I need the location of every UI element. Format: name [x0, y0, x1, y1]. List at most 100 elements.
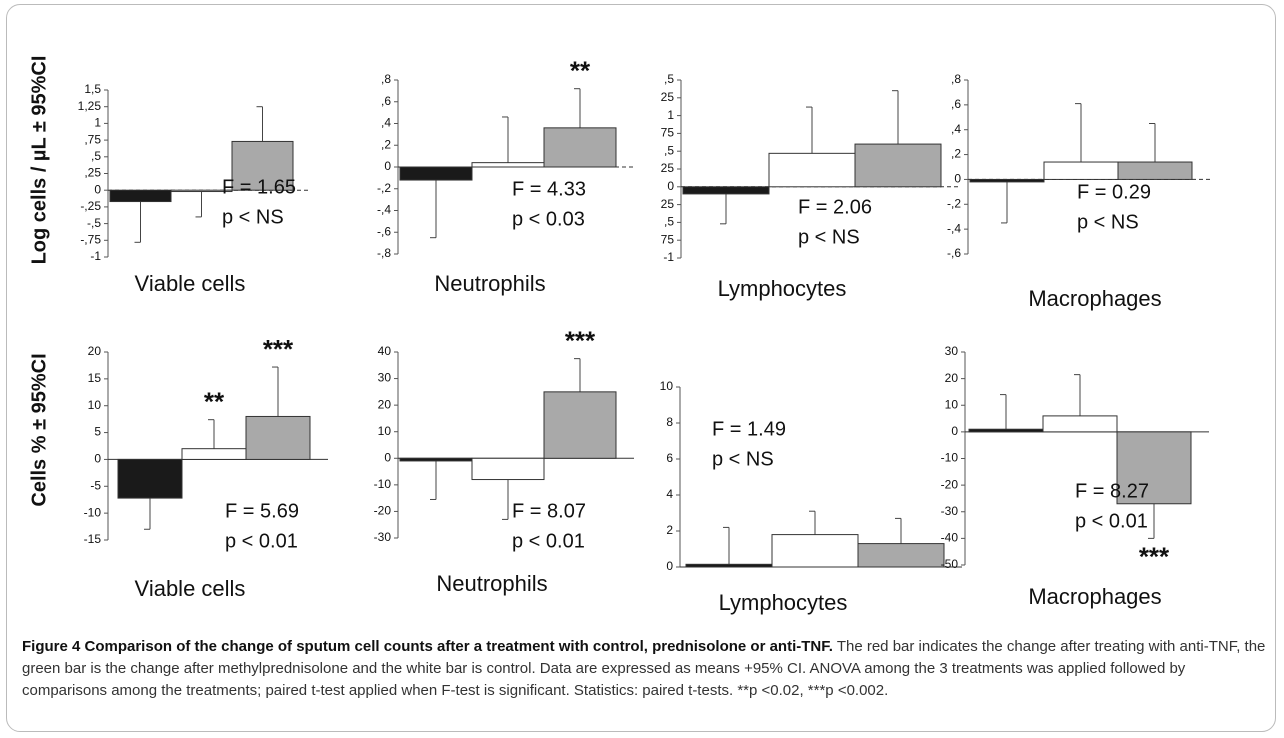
- annotation: p < NS: [712, 448, 774, 470]
- y-tick-label: 20: [378, 397, 392, 411]
- bar: [543, 127, 617, 168]
- bar: [1117, 161, 1193, 180]
- y-tick-label: -,4: [947, 221, 961, 235]
- caption-title: Figure 4 Comparison of the change of spu…: [22, 638, 833, 655]
- y-label: Cells % ± 95%CI: [28, 353, 50, 506]
- significance-stars: **: [204, 387, 225, 417]
- annotation: p < NS: [222, 206, 284, 228]
- annotation: p < 0.01: [225, 530, 298, 552]
- x-label: Macrophages: [1028, 286, 1161, 311]
- y-tick-label: 75: [661, 232, 675, 246]
- y-tick-label: -20: [941, 477, 959, 491]
- annotation: p < NS: [798, 226, 860, 248]
- bar: [543, 391, 617, 459]
- caption-text: The red bar indicates the change after t…: [22, 638, 1266, 699]
- annotation: F = 4.33: [512, 178, 586, 200]
- y-tick-label: ,6: [951, 97, 961, 111]
- y-tick-label: 25: [661, 197, 675, 211]
- y-tick-label: 0: [384, 159, 391, 173]
- y-tick-label: -,2: [377, 181, 391, 195]
- y-tick-label: 5: [94, 425, 101, 439]
- annotation: F = 8.27: [1075, 480, 1149, 502]
- y-tick-label: 1,25: [78, 99, 102, 113]
- y-tick-label: -,8: [377, 246, 391, 260]
- y-tick-label: ,4: [951, 122, 961, 136]
- annotation: F = 5.69: [225, 500, 299, 522]
- y-tick-label: 1: [94, 116, 101, 130]
- significance-stars: ***: [565, 326, 596, 356]
- bar: [181, 448, 247, 460]
- y-tick-label: -40: [941, 531, 959, 545]
- bar: [969, 178, 1045, 183]
- annotation: F = 2.06: [798, 196, 872, 218]
- y-tick-label: 15: [88, 371, 102, 385]
- y-tick-label: 0: [94, 452, 101, 466]
- bar: [682, 186, 770, 195]
- y-tick-label: -,6: [377, 224, 391, 238]
- annotation: F = 1.65: [222, 176, 296, 198]
- y-tick-label: 75: [661, 126, 675, 140]
- bar: [471, 457, 545, 481]
- y-tick-label: -,6: [947, 246, 961, 260]
- x-label: Viable cells: [135, 271, 246, 296]
- y-tick-label: -10: [941, 451, 959, 465]
- annotation: p < 0.03: [512, 208, 585, 230]
- y-tick-label: 1: [667, 108, 674, 122]
- y-tick-label: 6: [666, 451, 673, 465]
- bar: [857, 543, 945, 568]
- bar: [768, 152, 856, 188]
- y-tick-label: ,8: [381, 72, 391, 86]
- y-tick-label: 30: [945, 344, 959, 358]
- bar: [968, 428, 1044, 433]
- bar: [854, 143, 942, 188]
- y-tick-label: ,75: [84, 132, 101, 146]
- y-tick-label: -,4: [377, 203, 391, 217]
- y-tick-label: -5: [90, 478, 101, 492]
- y-tick-label: -30: [374, 530, 392, 544]
- annotation: F = 8.07: [512, 500, 586, 522]
- y-tick-label: ,6: [381, 94, 391, 108]
- y-tick-label: 30: [378, 371, 392, 385]
- significance-stars: ***: [1139, 541, 1170, 571]
- annotation: p < 0.01: [1075, 510, 1148, 532]
- significance-stars: **: [570, 56, 591, 86]
- y-tick-label: -,25: [80, 199, 101, 213]
- y-tick-label: 10: [945, 397, 959, 411]
- y-tick-label: 0: [954, 172, 961, 186]
- bar: [685, 563, 773, 568]
- bar: [399, 166, 473, 181]
- y-tick-label: -,2: [947, 196, 961, 210]
- y-tick-label: -15: [84, 532, 102, 546]
- y-tick-label: ,5: [664, 215, 674, 229]
- bar: [170, 189, 233, 193]
- y-tick-label: 1,5: [84, 82, 101, 96]
- bar: [399, 457, 473, 462]
- y-tick-label: -,75: [80, 232, 101, 246]
- bar: [1116, 431, 1192, 505]
- y-tick-label: ,8: [951, 72, 961, 86]
- x-label: Neutrophils: [436, 571, 547, 596]
- x-label: Viable cells: [135, 576, 246, 601]
- y-tick-label: ,2: [381, 137, 391, 151]
- significance-stars: ***: [263, 334, 294, 364]
- x-label: Neutrophils: [434, 271, 545, 296]
- y-tick-label: 0: [666, 559, 673, 573]
- annotation: F = 1.49: [712, 418, 786, 440]
- y-tick-label: 0: [951, 424, 958, 438]
- x-label: Lymphocytes: [718, 276, 847, 301]
- y-tick-label: -10: [374, 477, 392, 491]
- y-tick-label: -10: [84, 505, 102, 519]
- bar: [245, 415, 311, 460]
- y-tick-label: 25: [661, 90, 675, 104]
- y-tick-label: -,5: [87, 216, 101, 230]
- y-tick-label: 0: [667, 179, 674, 193]
- y-tick-label: 20: [88, 344, 102, 358]
- y-tick-label: 0: [384, 450, 391, 464]
- x-label: Macrophages: [1028, 584, 1161, 609]
- bar: [1042, 415, 1118, 433]
- x-label: Lymphocytes: [719, 590, 848, 615]
- y-tick-label: 40: [378, 344, 392, 358]
- y-tick-label: -50: [941, 557, 959, 571]
